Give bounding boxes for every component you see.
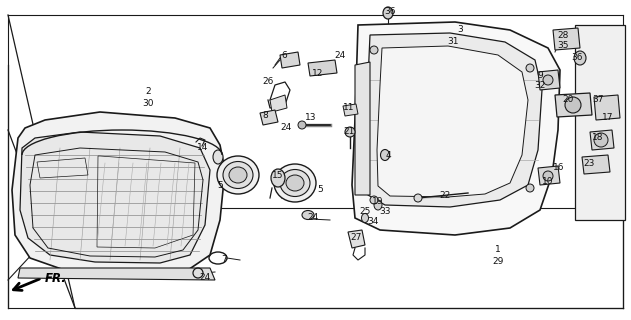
Polygon shape xyxy=(553,28,580,50)
Ellipse shape xyxy=(362,213,369,222)
Ellipse shape xyxy=(574,51,586,65)
Ellipse shape xyxy=(565,97,581,113)
Ellipse shape xyxy=(543,75,553,85)
Ellipse shape xyxy=(223,162,253,188)
Ellipse shape xyxy=(298,121,306,129)
Ellipse shape xyxy=(274,164,316,202)
Text: 24: 24 xyxy=(199,274,211,283)
Text: 18: 18 xyxy=(593,133,604,142)
Text: 9: 9 xyxy=(537,70,543,79)
Polygon shape xyxy=(538,70,560,90)
Text: 30: 30 xyxy=(142,99,154,108)
Text: 35: 35 xyxy=(557,42,569,51)
Polygon shape xyxy=(365,33,542,207)
Ellipse shape xyxy=(374,200,382,210)
Text: 7: 7 xyxy=(221,255,227,265)
Text: 6: 6 xyxy=(281,52,287,60)
Polygon shape xyxy=(20,132,210,263)
Text: 29: 29 xyxy=(492,257,504,266)
Text: 19: 19 xyxy=(372,197,384,206)
Text: 37: 37 xyxy=(593,95,604,105)
Text: 17: 17 xyxy=(602,114,614,123)
Text: 24: 24 xyxy=(334,52,346,60)
Text: 36: 36 xyxy=(384,7,396,17)
Text: 27: 27 xyxy=(350,234,362,243)
Text: 24: 24 xyxy=(307,212,319,221)
Text: 36: 36 xyxy=(571,52,583,61)
Text: 26: 26 xyxy=(262,77,274,86)
Polygon shape xyxy=(260,110,278,125)
Ellipse shape xyxy=(217,156,259,194)
Ellipse shape xyxy=(594,133,608,147)
Ellipse shape xyxy=(302,211,314,220)
Polygon shape xyxy=(352,22,560,235)
Polygon shape xyxy=(575,25,625,220)
Polygon shape xyxy=(555,93,592,117)
Ellipse shape xyxy=(286,175,304,191)
Text: 2: 2 xyxy=(145,87,151,97)
Text: 25: 25 xyxy=(359,207,370,217)
Polygon shape xyxy=(280,52,300,68)
Text: 28: 28 xyxy=(557,30,569,39)
Text: 16: 16 xyxy=(553,164,565,172)
Text: 20: 20 xyxy=(562,95,574,105)
Text: FR.: FR. xyxy=(45,271,67,284)
Polygon shape xyxy=(590,130,614,150)
Text: 15: 15 xyxy=(272,171,284,180)
Ellipse shape xyxy=(526,64,534,72)
Text: 13: 13 xyxy=(305,114,317,123)
Polygon shape xyxy=(582,155,610,174)
Text: 14: 14 xyxy=(198,143,209,153)
Polygon shape xyxy=(594,95,620,120)
Polygon shape xyxy=(377,46,528,197)
Polygon shape xyxy=(308,60,337,76)
Ellipse shape xyxy=(543,171,553,181)
Ellipse shape xyxy=(213,150,223,164)
Text: 21: 21 xyxy=(343,127,355,137)
Text: 10: 10 xyxy=(542,178,554,187)
Polygon shape xyxy=(12,112,225,278)
Text: 3: 3 xyxy=(457,26,463,35)
Polygon shape xyxy=(343,104,358,116)
Ellipse shape xyxy=(271,169,285,187)
Polygon shape xyxy=(18,268,215,280)
Text: 8: 8 xyxy=(262,110,268,119)
Text: 24: 24 xyxy=(280,123,292,132)
Text: 4: 4 xyxy=(385,150,391,159)
Text: 12: 12 xyxy=(312,69,324,78)
Text: 32: 32 xyxy=(534,82,546,91)
Text: 5: 5 xyxy=(217,180,223,189)
Polygon shape xyxy=(270,95,287,112)
Polygon shape xyxy=(348,230,365,248)
Ellipse shape xyxy=(380,149,389,161)
Ellipse shape xyxy=(370,46,378,54)
Ellipse shape xyxy=(370,196,378,204)
Ellipse shape xyxy=(229,167,247,183)
Ellipse shape xyxy=(280,170,310,196)
Polygon shape xyxy=(538,166,560,185)
Polygon shape xyxy=(355,62,370,195)
Text: 11: 11 xyxy=(343,103,355,113)
Ellipse shape xyxy=(383,7,393,19)
Text: 31: 31 xyxy=(447,37,459,46)
Text: 5: 5 xyxy=(317,186,323,195)
Ellipse shape xyxy=(526,184,534,192)
Text: 33: 33 xyxy=(379,207,391,217)
Ellipse shape xyxy=(414,194,422,202)
Text: 22: 22 xyxy=(439,190,451,199)
Text: 34: 34 xyxy=(367,218,379,227)
Text: 1: 1 xyxy=(495,245,501,254)
Ellipse shape xyxy=(345,127,355,137)
Text: 23: 23 xyxy=(583,158,594,167)
